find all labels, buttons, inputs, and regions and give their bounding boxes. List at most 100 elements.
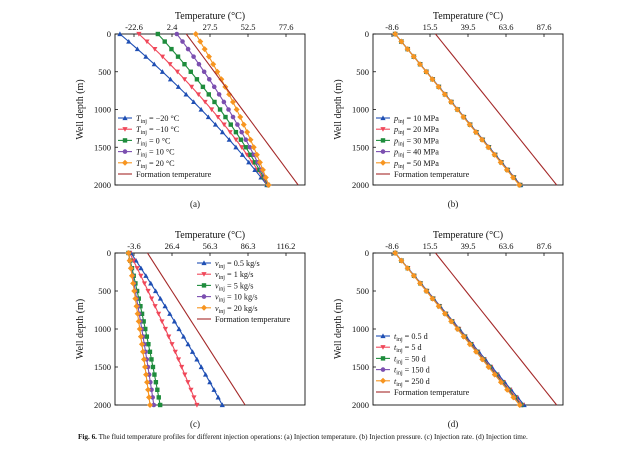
data-point	[404, 265, 411, 272]
legend-sub: inj	[141, 153, 148, 159]
y-tick-label: 1500	[352, 362, 369, 372]
legend-entry: vinj = 1 kg/s	[215, 270, 254, 281]
data-point	[219, 129, 226, 135]
data-point	[205, 53, 212, 60]
data-point	[233, 129, 239, 135]
legend-marker	[122, 115, 128, 121]
legend-var: t	[394, 366, 397, 375]
data-point	[143, 273, 149, 278]
data-point	[137, 333, 144, 340]
legend-var: p	[393, 159, 398, 168]
x-tick-label: 77.6	[279, 22, 294, 32]
series-4	[392, 31, 523, 188]
legend-var: p	[393, 148, 398, 157]
legend-sub: inj	[219, 275, 226, 281]
data-point	[504, 386, 511, 393]
data-point	[191, 99, 197, 105]
data-point	[221, 122, 227, 128]
data-point	[211, 387, 217, 392]
data-point	[144, 379, 151, 386]
data-point	[175, 54, 181, 59]
x-tick-label: 86.3	[241, 241, 256, 251]
legend-entry: vinj = 20 kg/s	[215, 304, 258, 315]
data-point	[151, 402, 157, 408]
x-tick-label: 2.4	[167, 22, 178, 32]
data-point	[398, 257, 405, 264]
x-tick-label: 26.4	[165, 241, 181, 251]
data-point	[200, 84, 206, 90]
legend-value: = 1 kg/s	[225, 270, 254, 279]
data-point	[202, 372, 209, 377]
legend-var: t	[394, 354, 397, 363]
x-tick-label: 27.5	[203, 22, 218, 32]
x-tick-label: 39.5	[461, 241, 476, 251]
data-point	[212, 122, 219, 127]
data-point	[162, 39, 167, 44]
legend-sub: inj	[396, 337, 403, 343]
data-point	[146, 372, 152, 377]
data-point	[485, 144, 492, 151]
legend-value: = 10 kg/s	[225, 293, 258, 302]
legend-marker	[380, 356, 386, 361]
data-point	[182, 62, 187, 67]
legend-value: = −20 °C	[147, 114, 180, 123]
legend-value: = 50 MPa	[404, 159, 439, 168]
legend-marker	[122, 127, 128, 132]
legend-entry: pinj = 20 MPa	[393, 125, 439, 136]
legend-sub: inj	[398, 141, 405, 147]
data-point	[174, 69, 180, 75]
data-point	[243, 137, 249, 142]
data-point	[167, 62, 173, 67]
legend-sub: inj	[396, 382, 403, 388]
data-point	[196, 61, 202, 67]
legend-marker	[201, 272, 207, 277]
legend-value: = 20 kg/s	[225, 304, 258, 313]
series-line	[435, 252, 558, 406]
data-point	[233, 144, 239, 150]
series-3	[174, 31, 271, 188]
legend-entry: Tinj = −20 °C	[136, 114, 180, 125]
data-point	[194, 402, 200, 408]
y-axis-title: Well depth (m)	[333, 299, 344, 359]
data-point	[262, 174, 269, 181]
data-point	[191, 54, 196, 59]
data-point	[179, 364, 185, 370]
panel-label: (a)	[190, 199, 200, 209]
data-point	[155, 31, 161, 37]
data-point	[159, 69, 166, 74]
data-point	[497, 159, 504, 166]
y-axis-title: Well depth (m)	[75, 79, 86, 139]
data-point	[447, 98, 454, 105]
data-point	[125, 250, 132, 256]
data-point	[454, 106, 461, 113]
legend-value: = 0 °C	[147, 136, 171, 145]
y-tick-label: 1500	[94, 142, 111, 152]
data-point	[185, 341, 191, 347]
data-point	[159, 54, 166, 60]
data-point	[423, 288, 430, 294]
data-point	[131, 288, 138, 294]
legend-var: v	[215, 270, 219, 279]
legend-sub: inj	[141, 130, 148, 136]
caption-text: The fluid temperature profiles for diffe…	[98, 433, 528, 441]
legend-var: t	[394, 377, 397, 386]
series-line	[147, 252, 246, 406]
data-point	[188, 84, 195, 90]
data-point	[209, 107, 215, 113]
data-point	[410, 272, 417, 279]
data-point	[153, 288, 159, 294]
data-point	[142, 364, 149, 370]
data-point	[183, 91, 189, 97]
data-point	[153, 380, 159, 385]
legend-value: = 20 MPa	[404, 125, 439, 134]
data-point	[205, 114, 211, 120]
series-1	[136, 31, 271, 188]
legend-sub: inj	[141, 164, 148, 170]
data-point	[155, 311, 162, 317]
x-tick-label: 39.5	[461, 22, 476, 32]
legend-var: v	[215, 281, 219, 290]
caption-label: Fig. 6.	[78, 433, 97, 441]
data-point	[138, 265, 144, 271]
